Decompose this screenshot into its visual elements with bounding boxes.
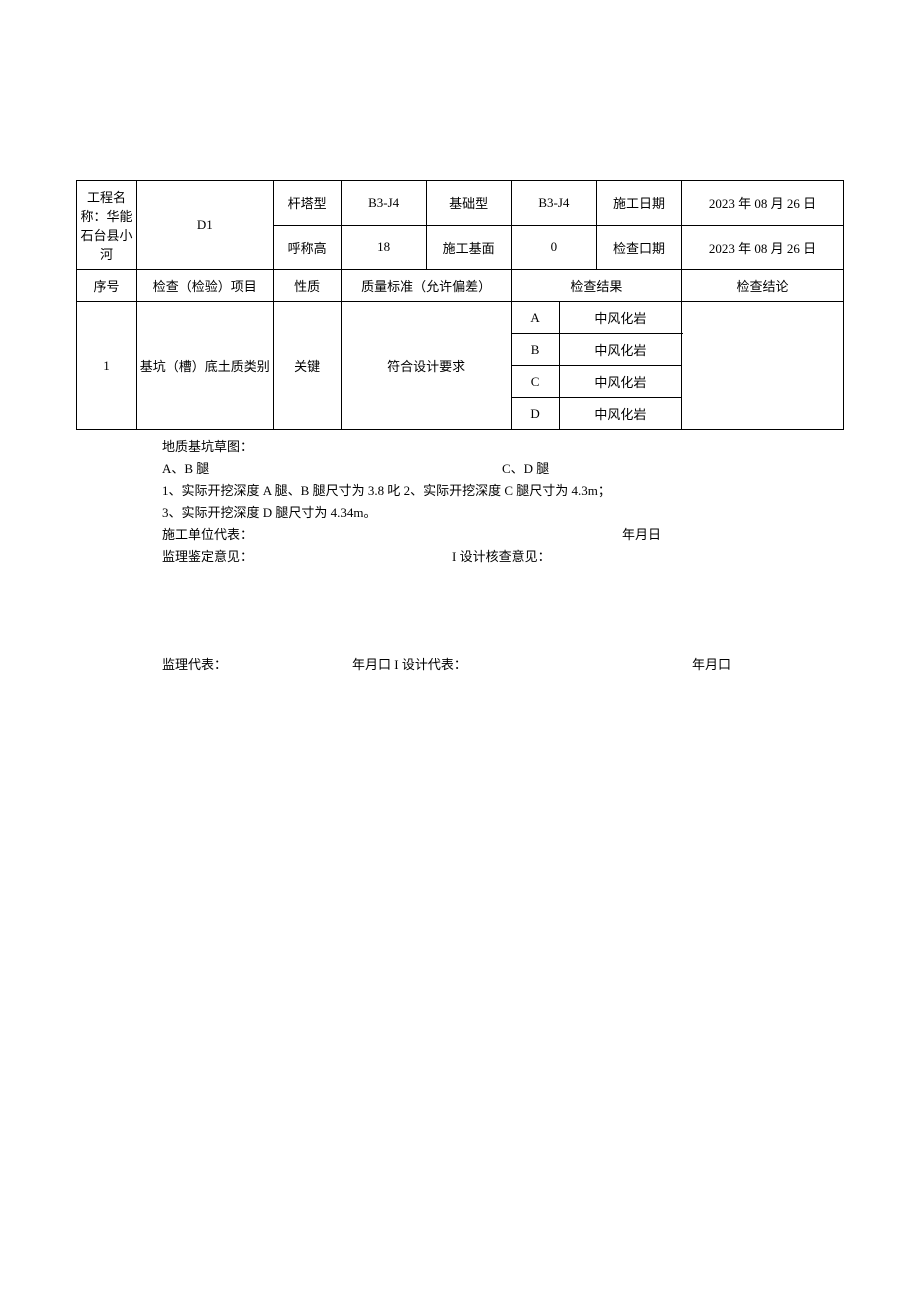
sketch-title: 地质基坑草图：	[162, 436, 844, 458]
cd-leg-label: C、D 腿	[502, 458, 549, 480]
col-result: 检查结果	[511, 270, 681, 302]
col-seq: 序号	[77, 270, 137, 302]
tower-type-value: B3-J4	[341, 181, 426, 226]
col-item: 检查（检验）项目	[137, 270, 274, 302]
base-label: 施工基面	[426, 225, 511, 270]
notes-block: 地质基坑草图： A、B 腿 C、D 腿 1、实际开挖深度 A 腿、B 腿尺寸为 …	[76, 430, 844, 676]
row1-item: 基坑（槽）底土质类别	[137, 302, 274, 430]
note-line-1: 1、实际开挖深度 A 腿、B 腿尺寸为 3.8 叱 2、实际开挖深度 C 腿尺寸…	[162, 480, 844, 502]
leg-a-label: A	[511, 302, 559, 334]
leg-d-value: 中风化岩	[559, 398, 681, 430]
height-value: 18	[341, 225, 426, 270]
inspection-table: 工程名称：华能石台县小河 D1 杆塔型 B3-J4 基础型 B3-J4 施工日期…	[76, 180, 844, 430]
ymd-3: 年月口	[692, 654, 731, 676]
ymd-1: 年月日	[622, 524, 661, 546]
supervisor-rep-label: 监理代表：	[162, 654, 352, 676]
row1-seq: 1	[77, 302, 137, 430]
col-standard: 质量标准（允许偏差）	[341, 270, 511, 302]
col-nature: 性质	[273, 270, 341, 302]
construction-date-label: 施工日期	[597, 181, 682, 226]
tower-type-label: 杆塔型	[273, 181, 341, 226]
base-value: 0	[511, 225, 596, 270]
leg-c-label: C	[511, 366, 559, 398]
foundation-label: 基础型	[426, 181, 511, 226]
design-opinion-label: I 设计核查意见：	[452, 546, 551, 568]
ab-leg-label: A、B 腿	[162, 458, 502, 480]
leg-b-value: 中风化岩	[559, 334, 681, 366]
foundation-value: B3-J4	[511, 181, 596, 226]
row1-conclusion	[682, 302, 844, 430]
construction-date-value: 2023 年 08 月 26 日	[682, 181, 844, 226]
leg-b-label: B	[511, 334, 559, 366]
check-date-value: 2023 年 08 月 26 日	[682, 225, 844, 270]
ymd-design-rep: 年月口 I 设计代表：	[352, 654, 692, 676]
row1-nature: 关键	[273, 302, 341, 430]
height-label: 呼称高	[273, 225, 341, 270]
row1-standard: 符合设计要求	[341, 302, 511, 430]
note-line-3: 3、实际开挖深度 D 腿尺寸为 4.34m。	[162, 502, 844, 524]
supervisor-opinion-label: 监理鉴定意见：	[162, 546, 452, 568]
leg-a-value: 中风化岩	[559, 302, 681, 334]
construction-rep-label: 施工单位代表：	[162, 524, 622, 546]
project-name-cell: 工程名称：华能石台县小河	[77, 181, 137, 270]
col-conclusion: 检查结论	[682, 270, 844, 302]
tower-no-cell: D1	[137, 181, 274, 270]
leg-d-label: D	[511, 398, 559, 430]
check-date-label: 检查口期	[597, 225, 682, 270]
leg-c-value: 中风化岩	[559, 366, 681, 398]
